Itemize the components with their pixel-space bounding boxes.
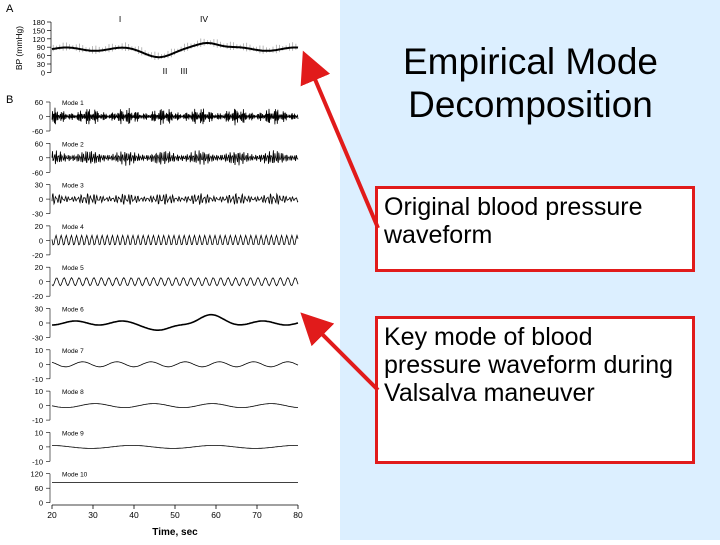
panel-a-tick-label: 30 [37, 60, 45, 69]
mode-1-tick-label: 0 [39, 113, 43, 122]
phase-label-2: IV [200, 14, 208, 24]
mode-4-tick-label: -20 [32, 251, 43, 260]
mode-6-tick-label: -30 [32, 334, 43, 343]
panel-a-tick-label: 90 [37, 43, 45, 52]
mode-7-trace [51, 361, 299, 368]
mode-3-trace [51, 192, 299, 206]
mode-2-trace [51, 150, 299, 166]
mode-8-name: Mode 8 [62, 389, 84, 396]
x-tick-label: 70 [252, 510, 262, 520]
mode-7-tick-label: 10 [35, 346, 43, 355]
mode-3-tick-label: 0 [39, 195, 43, 204]
x-tick-label: 50 [170, 510, 180, 520]
callout-original-waveform: Original blood pressure waveform [375, 186, 695, 272]
panel-a-label: A [6, 3, 14, 15]
phase-label-4: III [180, 66, 187, 76]
mode-8-tick-label: -10 [32, 416, 43, 425]
panel-b-label: B [6, 94, 13, 106]
panel-a-tick-label: 150 [32, 26, 45, 35]
mode-6-trace [52, 313, 299, 331]
x-tick-label: 30 [88, 510, 98, 520]
mode-2-tick-label: 0 [39, 154, 43, 163]
x-tick-label: 40 [129, 510, 139, 520]
mode-1-tick-label: -60 [32, 127, 43, 136]
mode-7-tick-label: -10 [32, 375, 43, 384]
mode-7-tick-label: 0 [39, 360, 43, 369]
panel-a-tick-label: 0 [41, 68, 45, 77]
x-tick-label: 80 [293, 510, 303, 520]
mode-5-name: Mode 5 [62, 265, 84, 272]
mode-2-name: Mode 2 [62, 141, 84, 148]
emd-figure: A 180 150 120 90 60 30 0 BP (mmHg) I IV II III B 60 0 -6… [0, 0, 340, 540]
callout-key-mode: Key mode of blood pressure waveform duri… [375, 316, 695, 464]
mode-4-tick-label: 0 [39, 236, 43, 245]
mode-3-name: Mode 3 [62, 183, 84, 190]
x-tick-label: 60 [211, 510, 221, 520]
phase-label-3: II [163, 66, 168, 76]
mode-9-tick-label: 10 [35, 428, 43, 437]
mode-6-tick-label: 0 [39, 319, 43, 328]
mode-4-trace [51, 233, 299, 246]
mode-1-trace [51, 107, 299, 126]
mode-4-name: Mode 4 [62, 224, 84, 231]
mode-5-trace [51, 276, 299, 287]
mode-7-name: Mode 7 [62, 348, 84, 355]
panel-a-tick-label: 120 [32, 35, 45, 44]
mode-2-tick-label: 60 [35, 139, 43, 148]
panel-a-tick-label: 180 [32, 18, 45, 27]
mode-8-tick-label: 10 [35, 387, 43, 396]
mode-6-tick-label: 30 [35, 305, 43, 314]
mode-10-tick-label: 60 [35, 484, 43, 493]
mode-10-tick-label: 0 [39, 499, 43, 508]
panel-a-ylabel: BP (mmHg) [14, 26, 24, 70]
phase-label-1: I [119, 14, 121, 24]
mode-3-tick-label: -30 [32, 210, 43, 219]
x-axis-label: Time, sec [152, 527, 198, 538]
mode-10-tick-label: 120 [30, 470, 43, 479]
x-tick-label: 20 [47, 510, 57, 520]
mode-2-tick-label: -60 [32, 168, 43, 177]
mode-5-tick-label: -20 [32, 292, 43, 301]
mode-5-tick-label: 20 [35, 263, 43, 272]
mode-8-tick-label: 0 [39, 402, 43, 411]
mode-1-tick-label: 60 [35, 98, 43, 107]
bp-pulse-trace [52, 38, 297, 60]
mode-9-tick-label: -10 [32, 457, 43, 466]
panel-a-tick-label: 60 [37, 52, 45, 61]
mode-10-name: Mode 10 [62, 472, 88, 479]
slide-title: Empirical Mode Decomposition [403, 41, 658, 125]
mode-5-tick-label: 0 [39, 278, 43, 287]
mode-3-tick-label: 30 [35, 181, 43, 190]
mode-1-name: Mode 1 [62, 100, 84, 107]
mode-9-name: Mode 9 [62, 430, 84, 437]
mode-9-tick-label: 0 [39, 443, 43, 452]
mode-4-tick-label: 20 [35, 222, 43, 231]
mode-8-trace [51, 403, 298, 408]
mode-9-trace [52, 445, 298, 449]
bp-mean-trace [51, 42, 299, 59]
mode-6-name: Mode 6 [62, 307, 84, 314]
